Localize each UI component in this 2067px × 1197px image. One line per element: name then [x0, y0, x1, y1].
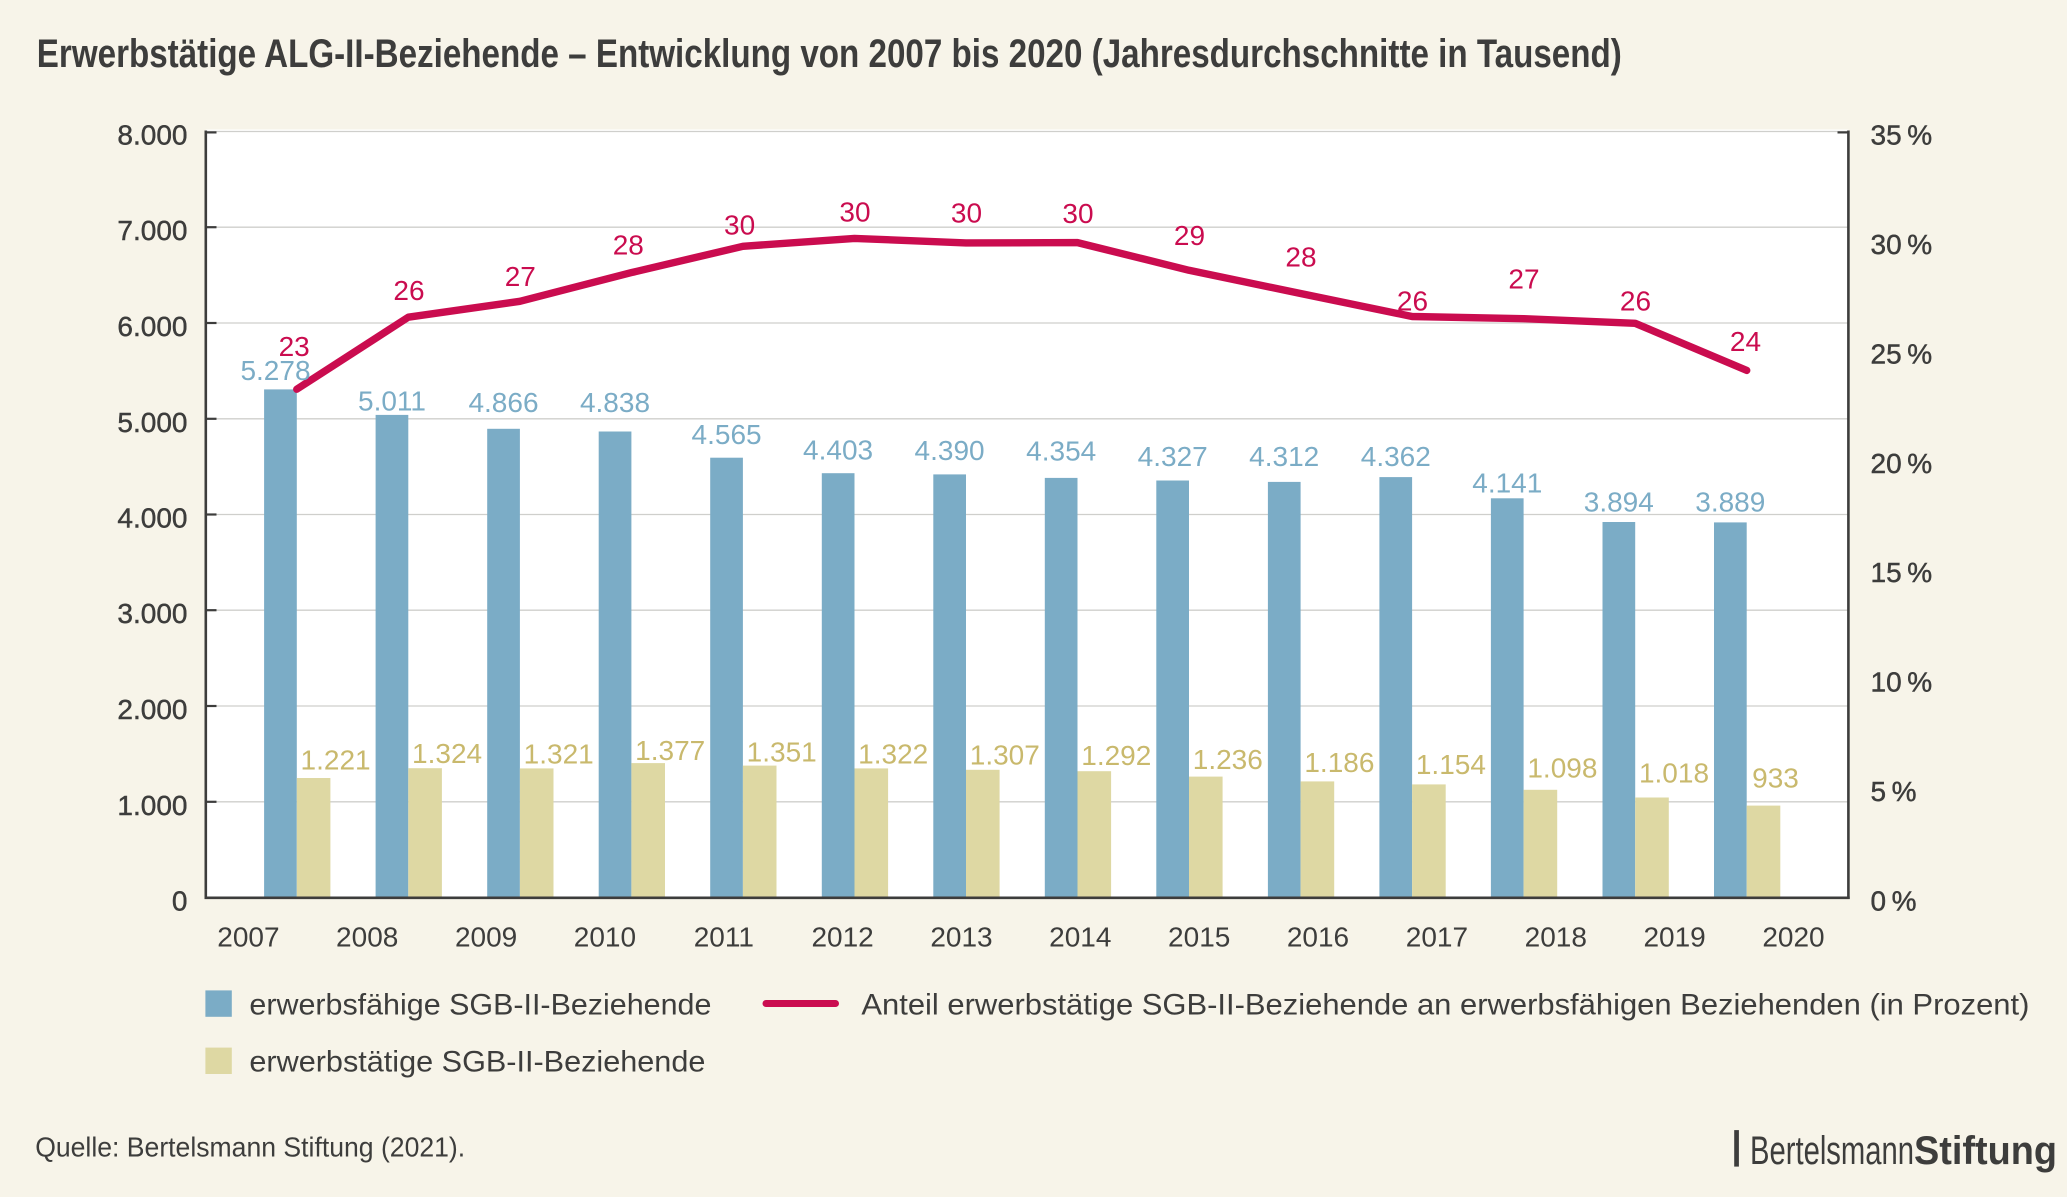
svg-text:1.154: 1.154: [1416, 749, 1486, 780]
svg-text:4.141: 4.141: [1472, 468, 1542, 499]
svg-text:20 %: 20 %: [1871, 448, 1933, 479]
svg-text:15 %: 15 %: [1871, 557, 1933, 588]
svg-text:1.321: 1.321: [524, 738, 594, 769]
svg-text:30: 30: [951, 198, 982, 229]
svg-text:4.000: 4.000: [117, 503, 187, 534]
svg-text:2020: 2020: [1762, 922, 1824, 953]
svg-text:2009: 2009: [455, 922, 517, 953]
svg-text:3.889: 3.889: [1695, 487, 1765, 518]
svg-text:Bertelsmann: Bertelsmann: [1750, 1129, 1914, 1173]
svg-text:Erwerbstätige ALG-II-Beziehend: Erwerbstätige ALG-II-Beziehende – Entwic…: [37, 32, 1622, 76]
svg-text:Anteil erwerbstätige SGB-II-Be: Anteil erwerbstätige SGB-II-Beziehende a…: [861, 989, 2029, 1022]
svg-text:2019: 2019: [1643, 922, 1705, 953]
svg-text:1.322: 1.322: [858, 738, 928, 769]
svg-text:3.000: 3.000: [117, 598, 187, 629]
svg-text:2017: 2017: [1406, 922, 1468, 953]
svg-text:1.307: 1.307: [970, 739, 1040, 770]
svg-text:10 %: 10 %: [1871, 667, 1933, 698]
svg-text:2011: 2011: [694, 922, 754, 953]
svg-text:5.278: 5.278: [240, 355, 310, 386]
svg-text:4.390: 4.390: [915, 435, 985, 466]
svg-text:30: 30: [839, 197, 870, 228]
svg-text:30: 30: [724, 210, 755, 241]
svg-text:2014: 2014: [1049, 922, 1111, 953]
svg-text:7.000: 7.000: [117, 215, 187, 246]
svg-text:2013: 2013: [930, 922, 992, 953]
svg-text:2012: 2012: [811, 922, 873, 953]
svg-text:2018: 2018: [1525, 922, 1587, 953]
svg-text:5 %: 5 %: [1871, 776, 1917, 807]
svg-text:2007: 2007: [217, 922, 279, 953]
svg-text:26: 26: [393, 275, 424, 306]
svg-text:1.186: 1.186: [1304, 747, 1374, 778]
svg-text:2015: 2015: [1168, 922, 1230, 953]
svg-text:8.000: 8.000: [117, 120, 187, 151]
svg-text:35 %: 35 %: [1871, 120, 1933, 151]
svg-text:1.018: 1.018: [1639, 757, 1709, 788]
svg-text:3.894: 3.894: [1584, 487, 1654, 518]
svg-text:2008: 2008: [336, 922, 398, 953]
svg-text:24: 24: [1730, 326, 1761, 357]
svg-text:1.377: 1.377: [635, 735, 705, 766]
svg-text:2010: 2010: [574, 922, 636, 953]
svg-text:4.565: 4.565: [692, 419, 762, 450]
svg-text:1.098: 1.098: [1527, 752, 1597, 783]
svg-text:2016: 2016: [1287, 922, 1349, 953]
svg-text:1.351: 1.351: [747, 737, 817, 768]
svg-text:erwerbsfähige SGB-II-Beziehend: erwerbsfähige SGB-II-Beziehende: [249, 989, 711, 1022]
svg-text:6.000: 6.000: [117, 311, 187, 342]
svg-text:erwerbstätige SGB-II-Beziehend: erwerbstätige SGB-II-Beziehende: [249, 1046, 705, 1079]
svg-text:4.403: 4.403: [803, 435, 873, 466]
svg-text:27: 27: [505, 261, 536, 292]
svg-text:28: 28: [613, 230, 644, 261]
svg-text:25 %: 25 %: [1871, 338, 1933, 369]
svg-text:1.000: 1.000: [117, 790, 187, 821]
svg-text:26: 26: [1397, 286, 1428, 317]
svg-text:1.236: 1.236: [1193, 744, 1263, 775]
svg-text:26: 26: [1620, 286, 1651, 317]
svg-text:30 %: 30 %: [1871, 229, 1933, 260]
svg-text:4.354: 4.354: [1026, 436, 1096, 467]
svg-text:5.011: 5.011: [358, 386, 426, 417]
svg-text:23: 23: [279, 331, 310, 362]
svg-text:4.866: 4.866: [468, 387, 538, 418]
svg-text:1.324: 1.324: [412, 738, 482, 769]
svg-text:4.312: 4.312: [1249, 441, 1319, 472]
svg-text:1.221: 1.221: [301, 745, 371, 776]
svg-text:Quelle: Bertelsmann Stiftung (: Quelle: Bertelsmann Stiftung (2021).: [35, 1132, 465, 1163]
svg-text:4.838: 4.838: [580, 387, 650, 418]
svg-text:27: 27: [1508, 264, 1539, 295]
svg-text:0 %: 0 %: [1871, 886, 1917, 917]
svg-text:2.000: 2.000: [117, 694, 187, 725]
svg-text:1.292: 1.292: [1081, 740, 1151, 771]
svg-text:Stiftung: Stiftung: [1914, 1129, 2057, 1173]
svg-text:30: 30: [1062, 198, 1093, 229]
svg-text:29: 29: [1174, 220, 1205, 251]
svg-text:0: 0: [172, 886, 188, 917]
svg-text:28: 28: [1285, 242, 1316, 273]
svg-text:4.327: 4.327: [1138, 441, 1208, 472]
svg-text:933: 933: [1752, 763, 1799, 794]
svg-text:4.362: 4.362: [1361, 441, 1431, 472]
svg-text:5.000: 5.000: [117, 407, 187, 438]
